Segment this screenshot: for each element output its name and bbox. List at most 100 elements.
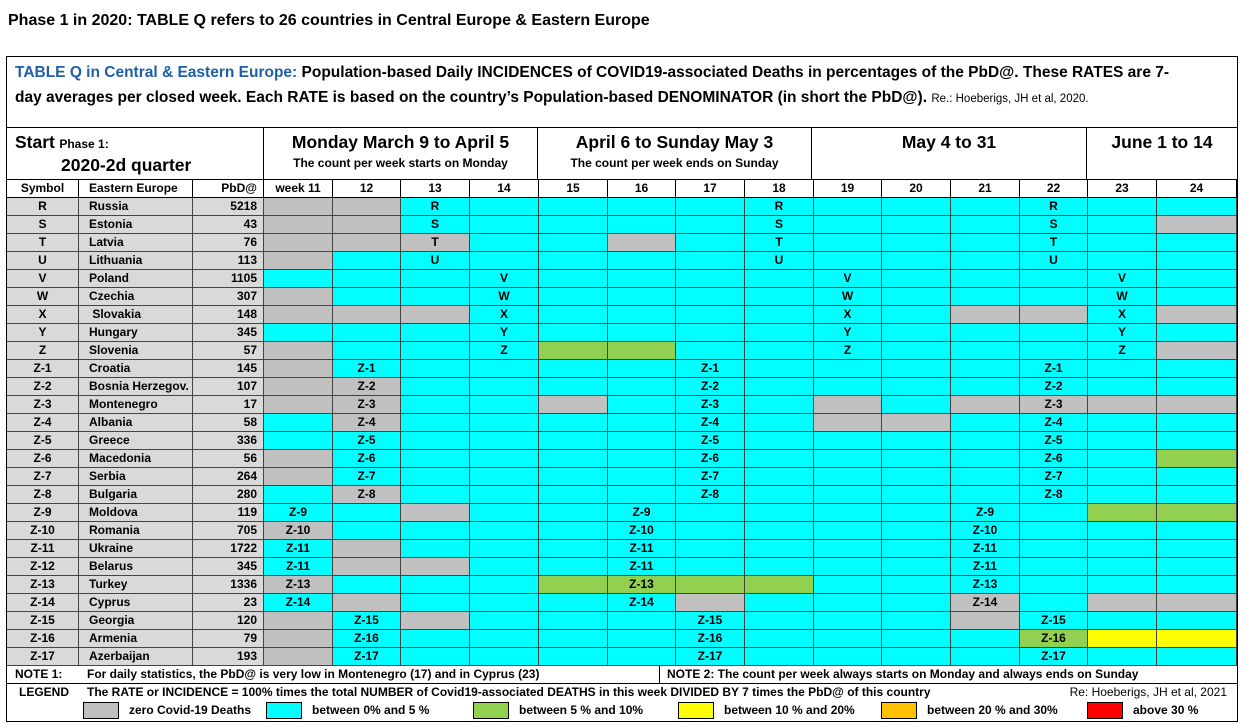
legend-item-label: between 0% and 5 % [312, 703, 430, 717]
rate-cell [676, 198, 745, 216]
rate-cell [470, 198, 539, 216]
rate-cell [401, 324, 470, 342]
rate-cell [264, 450, 333, 468]
rate-cell: V [470, 270, 539, 288]
rate-cell [882, 540, 951, 558]
quarter-label: 2020-2d quarter [61, 155, 192, 175]
rate-cell [951, 324, 1020, 342]
symbol-cell: Z-2 [7, 378, 79, 396]
rate-cell [882, 630, 951, 648]
note2-text: NOTE 2: The count per week always starts… [667, 667, 1139, 681]
column-header: 20 [882, 180, 951, 198]
period-title: Monday March 9 to April 5 [291, 132, 510, 152]
rate-cell [1157, 342, 1237, 360]
rate-cell [470, 504, 539, 522]
rate-cell [814, 378, 882, 396]
period-title: June 1 to 14 [1111, 132, 1213, 152]
rate-cell [264, 630, 333, 648]
column-header: Symbol [7, 180, 79, 198]
rate-cell: Z-5 [676, 432, 745, 450]
symbol-cell: Z [7, 342, 79, 360]
rate-cell [333, 594, 401, 612]
rate-cell: R [401, 198, 470, 216]
rate-cell: Z-9 [608, 504, 676, 522]
rate-cell [539, 576, 608, 594]
rate-cell [608, 612, 676, 630]
rate-cell [745, 342, 814, 360]
description-line2: day averages per closed week. Each RATE … [15, 89, 928, 106]
symbol-cell: X [7, 306, 79, 324]
rate-cell [1088, 522, 1157, 540]
rate-cell [333, 540, 401, 558]
country-cell: Albania [79, 414, 193, 432]
column-header: 12 [333, 180, 401, 198]
rate-cell [401, 306, 470, 324]
rate-cell: Z-14 [951, 594, 1020, 612]
rate-cell [401, 378, 470, 396]
rate-cell [539, 594, 608, 612]
country-cell: Georgia [79, 612, 193, 630]
legend-swatch [678, 702, 714, 719]
country-cell: Estonia [79, 216, 193, 234]
rate-cell [470, 576, 539, 594]
pbd-cell: 43 [193, 216, 264, 234]
rate-cell: Z-16 [676, 630, 745, 648]
rate-cell [1088, 378, 1157, 396]
column-header: 19 [814, 180, 882, 198]
rate-cell [1088, 612, 1157, 630]
rate-cell [470, 612, 539, 630]
rate-cell [264, 216, 333, 234]
rate-cell [745, 396, 814, 414]
symbol-cell: Z-1 [7, 360, 79, 378]
rate-cell [333, 216, 401, 234]
country-cell: Cyprus [79, 594, 193, 612]
rate-cell: S [401, 216, 470, 234]
rate-cell [951, 216, 1020, 234]
rate-cell [745, 612, 814, 630]
rate-cell [1020, 306, 1088, 324]
rate-cell [608, 252, 676, 270]
description-line1: Population-based Daily INCIDENCES of COV… [301, 64, 1170, 81]
rate-cell [401, 486, 470, 504]
rate-cell [1157, 522, 1237, 540]
rate-cell [539, 306, 608, 324]
rate-cell: U [1020, 252, 1088, 270]
rate-cell [401, 540, 470, 558]
rate-cell [745, 306, 814, 324]
rate-cell [676, 558, 745, 576]
rate-cell: T [1020, 234, 1088, 252]
period-subtitle: The count per week starts on Monday [293, 156, 508, 170]
rate-cell [882, 324, 951, 342]
page-title: Phase 1 in 2020: TABLE Q refers to 26 co… [8, 12, 650, 29]
rate-cell [1088, 630, 1157, 648]
rate-cell [264, 432, 333, 450]
symbol-cell: Z-12 [7, 558, 79, 576]
rate-cell [608, 288, 676, 306]
rate-cell [401, 396, 470, 414]
rate-cell [1088, 450, 1157, 468]
rate-cell [608, 450, 676, 468]
symbol-cell: V [7, 270, 79, 288]
rate-cell [608, 486, 676, 504]
rate-cell [814, 252, 882, 270]
column-header: 14 [470, 180, 539, 198]
rate-cell: Z-11 [608, 540, 676, 558]
rate-cell [264, 396, 333, 414]
column-header: 21 [951, 180, 1020, 198]
rate-cell [1088, 468, 1157, 486]
legend-swatch [1087, 702, 1123, 719]
rate-cell [676, 270, 745, 288]
rate-cell [882, 234, 951, 252]
rate-cell [1157, 234, 1237, 252]
symbol-cell: Z-14 [7, 594, 79, 612]
rate-cell: Z-16 [1020, 630, 1088, 648]
rate-cell [401, 558, 470, 576]
rate-cell [814, 486, 882, 504]
rate-cell [401, 468, 470, 486]
start-label: Start [15, 132, 55, 152]
rate-cell [1157, 360, 1237, 378]
country-cell: Macedonia [79, 450, 193, 468]
rate-cell [814, 612, 882, 630]
rate-cell [882, 342, 951, 360]
rate-cell [401, 432, 470, 450]
